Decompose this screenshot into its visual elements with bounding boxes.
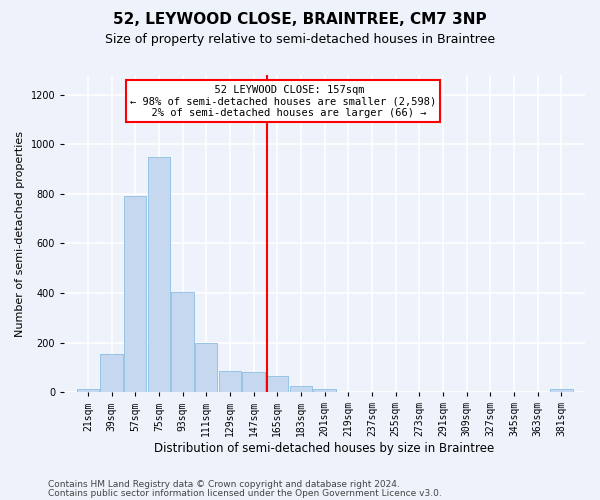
Bar (124, 196, 146, 392)
Bar (100, 354, 123, 392)
Bar (172, 292, 194, 392)
Bar (77, 389, 99, 392)
Bar (242, 372, 265, 392)
Bar (148, 157, 170, 392)
Text: Contains HM Land Registry data © Crown copyright and database right 2024.: Contains HM Land Registry data © Crown c… (48, 480, 400, 489)
Text: Contains public sector information licensed under the Open Government Licence v3: Contains public sector information licen… (48, 489, 442, 498)
Y-axis label: Number of semi-detached properties: Number of semi-detached properties (15, 130, 25, 336)
Bar (313, 389, 336, 392)
Bar (195, 342, 217, 392)
Bar (219, 371, 241, 392)
Text: 52 LEYWOOD CLOSE: 157sqm
← 98% of semi-detached houses are smaller (2,598)
  2% : 52 LEYWOOD CLOSE: 157sqm ← 98% of semi-d… (130, 84, 436, 117)
Text: 52, LEYWOOD CLOSE, BRAINTREE, CM7 3NP: 52, LEYWOOD CLOSE, BRAINTREE, CM7 3NP (113, 12, 487, 28)
Bar (290, 386, 312, 392)
X-axis label: Distribution of semi-detached houses by size in Braintree: Distribution of semi-detached houses by … (154, 442, 495, 455)
Bar (550, 389, 572, 392)
Text: Size of property relative to semi-detached houses in Braintree: Size of property relative to semi-detach… (105, 32, 495, 46)
Bar (266, 376, 289, 392)
